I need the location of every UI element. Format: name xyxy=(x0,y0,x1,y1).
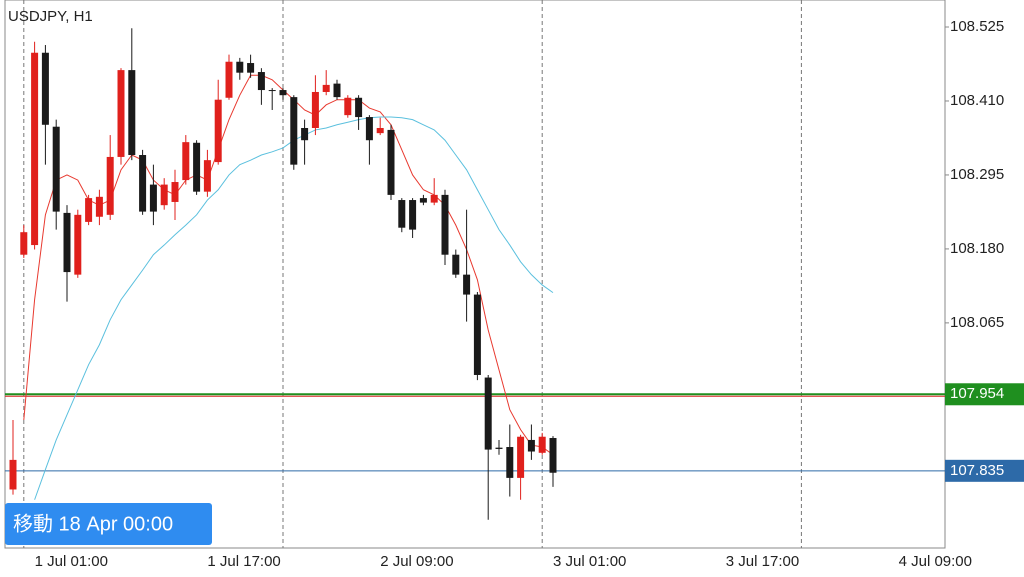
candle-body xyxy=(441,194,449,255)
candle-body xyxy=(527,439,535,452)
candle-body xyxy=(106,156,114,215)
candle-body xyxy=(279,90,287,96)
price-level-box xyxy=(945,383,1024,406)
candle-body xyxy=(203,160,211,192)
candle-body xyxy=(236,61,244,73)
x-tick-label: 1 Jul 17:00 xyxy=(207,553,280,570)
button-bg[interactable] xyxy=(5,503,212,545)
x-tick-label: 3 Jul 01:00 xyxy=(553,553,626,570)
candle-body xyxy=(247,63,255,73)
candle-body xyxy=(257,72,265,91)
candle-body xyxy=(365,117,373,141)
candle-body xyxy=(193,142,201,192)
candle-body xyxy=(160,184,168,206)
candle-body xyxy=(387,129,395,195)
candle-body xyxy=(517,436,525,478)
y-tick-label: 108.525 xyxy=(950,18,1004,35)
candle-body xyxy=(322,84,330,92)
y-tick-label: 108.410 xyxy=(950,92,1004,109)
candle-body xyxy=(139,155,147,212)
candle-body xyxy=(117,70,125,157)
price-level-label: 107.954 xyxy=(950,385,1004,402)
candle-body xyxy=(452,254,460,275)
candle-body xyxy=(171,182,179,202)
candle-body xyxy=(463,274,471,295)
candle-body xyxy=(484,377,492,450)
candle-body xyxy=(182,142,190,181)
candle-body xyxy=(355,97,363,118)
candle-body xyxy=(376,127,384,134)
chart-title: USDJPY, H1 xyxy=(8,8,93,25)
candle-body xyxy=(41,52,49,125)
candle-body xyxy=(473,294,481,375)
candle-body xyxy=(85,198,93,222)
candle-body xyxy=(128,70,136,156)
candle-body xyxy=(398,200,406,228)
y-tick-label: 108.180 xyxy=(950,240,1004,257)
candle-body xyxy=(149,184,157,212)
candle-body xyxy=(549,438,557,473)
candle-body xyxy=(333,83,341,98)
candle-body xyxy=(311,91,319,128)
candle-body xyxy=(506,447,514,478)
candle-body xyxy=(52,126,60,212)
x-tick-label: 1 Jul 01:00 xyxy=(35,553,108,570)
marks-layer xyxy=(5,28,945,520)
x-tick-label: 2 Jul 09:00 xyxy=(380,553,453,570)
y-tick-label: 108.065 xyxy=(950,314,1004,331)
button[interactable]: 移動 18 Apr 00:00 xyxy=(5,503,212,545)
candle-body xyxy=(419,198,427,203)
candle-body xyxy=(538,436,546,453)
candle-body xyxy=(344,97,352,116)
candle-body xyxy=(290,97,298,165)
candle-body xyxy=(495,447,503,449)
candle-body xyxy=(95,196,103,217)
price-level-label: 107.835 xyxy=(950,462,1004,479)
candle-body xyxy=(31,52,39,246)
candle-body xyxy=(20,232,28,255)
candle-body xyxy=(409,200,417,230)
candle-body xyxy=(63,212,71,273)
candle-body xyxy=(9,459,17,490)
candle-body xyxy=(214,99,222,163)
y-tick-label: 108.295 xyxy=(950,166,1004,183)
candle-body xyxy=(268,90,276,92)
button-label[interactable]: 移動 18 Apr 00:00 xyxy=(13,512,173,535)
x-tick-label: 4 Jul 09:00 xyxy=(899,553,972,570)
candle-body xyxy=(430,194,438,203)
candle-body xyxy=(225,61,233,98)
candle-body xyxy=(301,127,309,141)
x-tick-label: 3 Jul 17:00 xyxy=(726,553,799,570)
candle-body xyxy=(74,214,82,275)
price-level-box xyxy=(945,459,1024,482)
